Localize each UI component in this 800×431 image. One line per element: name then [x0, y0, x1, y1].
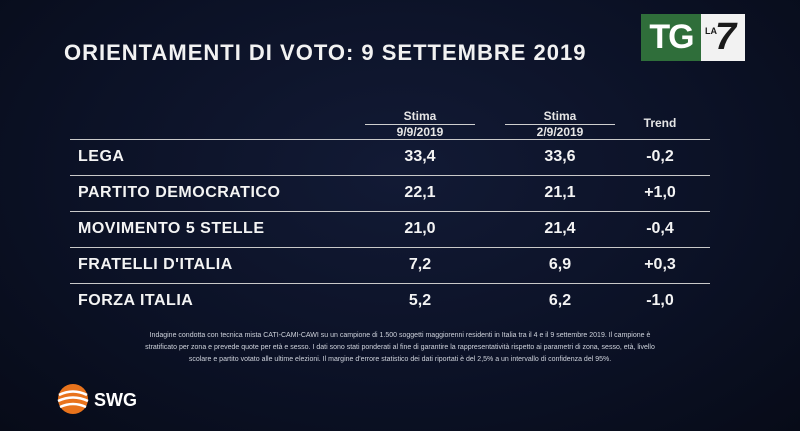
methodology-note-line1: Indagine condotta con tecnica mista CATI…: [149, 332, 651, 339]
tg-la7-logo: TG LA 7: [641, 14, 745, 61]
swg-logo: SWG: [56, 382, 156, 416]
estimate-2-9-value: 6,9: [548, 256, 572, 273]
methodology-note: Indagine condotta con tecnica mista CATI…: [60, 330, 740, 366]
polls-table: Stima 9/9/2019 Stima 2/9/2019 Trend LEGA…: [70, 107, 710, 319]
trend-value: +0,3: [644, 256, 676, 273]
estimate-9-9-value: 21,0: [404, 220, 436, 237]
la7-logo-mark: LA 7: [701, 14, 745, 61]
header-estimate-2-9-line2: 2/9/2019: [536, 125, 584, 139]
table-header-row: Stima 9/9/2019 Stima 2/9/2019 Trend: [70, 107, 710, 139]
table-row: FORZA ITALIA 5,2 6,2 -1,0: [70, 283, 710, 319]
header-estimate-2-9: Stima 2/9/2019: [505, 109, 615, 139]
header-estimate-9-9-line1: Stima: [365, 109, 475, 125]
la7-big-text: 7: [715, 16, 737, 58]
estimate-9-9-value: 5,2: [408, 292, 432, 309]
header-estimate-9-9: Stima 9/9/2019: [365, 109, 475, 139]
estimate-2-9-value: 21,1: [544, 184, 576, 201]
trend-value: -1,0: [646, 292, 674, 309]
methodology-note-line3: scolare e partito votato alle ultime ele…: [188, 356, 612, 363]
party-name: MOVIMENTO 5 STELLE: [78, 220, 265, 237]
methodology-note-line2: stratificato per zona e prevede quote pe…: [145, 344, 655, 351]
table-row: LEGA 33,4 33,6 -0,2: [70, 139, 710, 175]
party-name: LEGA: [78, 148, 125, 165]
la7-small-text: LA: [705, 26, 717, 36]
header-estimate-2-9-line1: Stima: [505, 109, 615, 125]
trend-value: -0,2: [646, 148, 674, 165]
estimate-9-9-value: 33,4: [404, 148, 436, 165]
chart-title: ORIENTAMENTI DI VOTO: 9 SETTEMBRE 2019: [64, 40, 587, 65]
party-name: FORZA ITALIA: [78, 292, 194, 309]
party-name: PARTITO DEMOCRATICO: [78, 184, 281, 201]
header-trend: Trend: [643, 116, 677, 130]
estimate-2-9-value: 6,2: [548, 292, 572, 309]
trend-value: -0,4: [646, 220, 674, 237]
estimate-9-9-value: 22,1: [404, 184, 436, 201]
swg-globe-icon: [57, 384, 89, 414]
estimate-2-9-value: 21,4: [544, 220, 576, 237]
party-name: FRATELLI D'ITALIA: [78, 256, 233, 273]
table-row: PARTITO DEMOCRATICO 22,1 21,1 +1,0: [70, 175, 710, 211]
estimate-2-9-value: 33,6: [544, 148, 576, 165]
table-row: FRATELLI D'ITALIA 7,2 6,9 +0,3: [70, 247, 710, 283]
header-estimate-9-9-line2: 9/9/2019: [396, 125, 444, 139]
trend-value: +1,0: [644, 184, 676, 201]
swg-logo-text: SWG: [94, 390, 137, 410]
tg-logo-mark: TG: [641, 14, 701, 61]
estimate-9-9-value: 7,2: [408, 256, 432, 273]
table-row: MOVIMENTO 5 STELLE 21,0 21,4 -0,4: [70, 211, 710, 247]
